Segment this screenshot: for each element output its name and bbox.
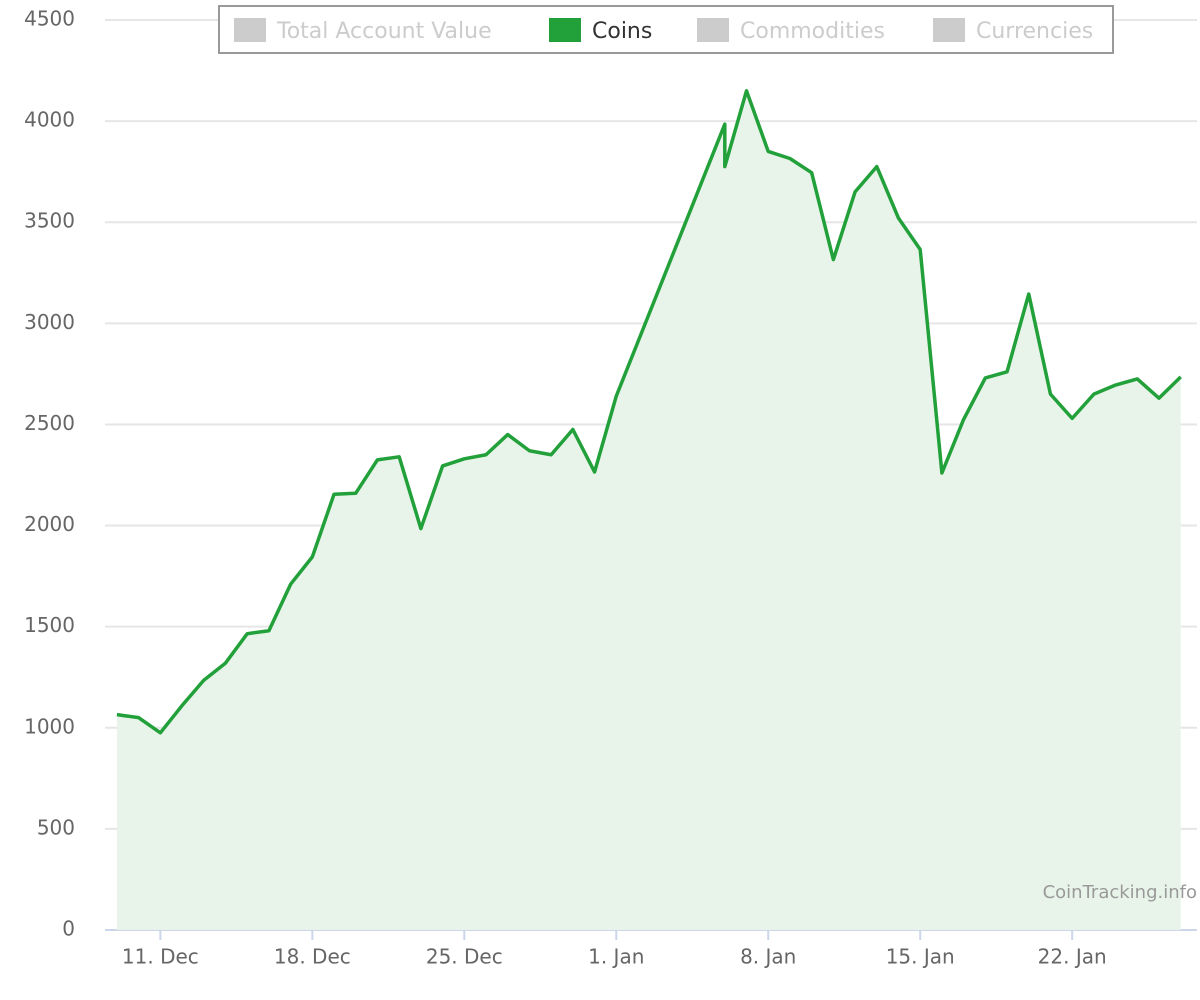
x-tick-label: 18. Dec [274,945,351,969]
legend-item[interactable]: Total Account Value [234,18,492,44]
y-tick-label: 2500 [24,411,75,435]
credit[interactable]: CoinTracking.info [1043,882,1197,903]
y-tick-label: 4500 [24,7,75,31]
y-tick-label: 3000 [24,310,75,334]
y-tick-label: 4000 [24,108,75,132]
x-tick-label: 11. Dec [122,945,199,969]
legend-swatch [234,18,266,42]
y-tick-label: 0 [62,917,75,941]
legend-item[interactable]: Coins [549,18,652,44]
area-fill [116,90,1181,931]
y-tick-label: 1000 [24,714,75,738]
x-tick-label: 22. Jan [1038,945,1107,969]
x-tick-label: 15. Jan [886,945,955,969]
plot [116,89,1182,931]
legend-label: Total Account Value [276,19,492,44]
y-tick-label: 500 [37,815,75,839]
series-line [116,89,1182,735]
y-tick-label: 3500 [24,209,75,233]
x-tick-label: 25. Dec [426,945,503,969]
legend-item[interactable]: Currencies [933,18,1093,44]
x-tick-label: 1. Jan [588,945,644,969]
legend-item[interactable]: Commodities [697,18,885,44]
legend-label: Commodities [740,19,885,44]
legend-label: Currencies [976,19,1093,44]
legend-swatch [933,18,965,42]
y-tick-label: 2000 [24,512,75,536]
legend-swatch [697,18,729,42]
legend-label: Coins [592,19,652,44]
legend-swatch [549,18,581,42]
legend: Total Account Value Coins Commodities Curre… [218,5,1114,54]
y-tick-label: 1500 [24,613,75,637]
x-tick-label: 8. Jan [740,945,796,969]
